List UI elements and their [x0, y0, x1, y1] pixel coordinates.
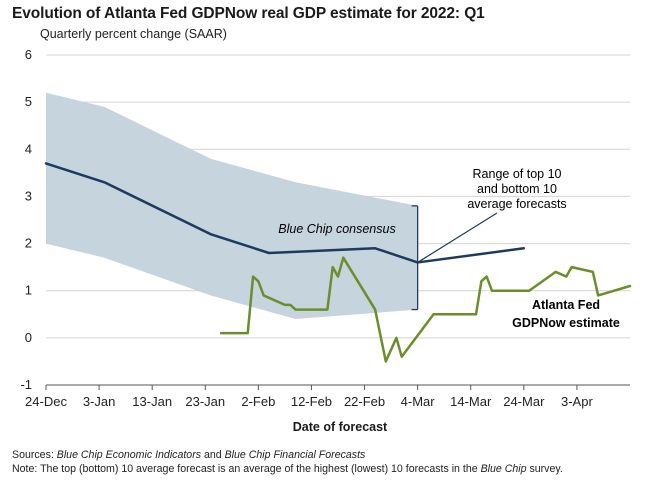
note-text-1: The top (bottom) 10 average forecast is … [37, 463, 481, 475]
x-tick-label: 13-Jan [132, 394, 172, 409]
x-tick-label: 4-Mar [401, 394, 436, 409]
x-tick-label: 12-Feb [291, 394, 332, 409]
sources-text-2: and [201, 449, 225, 461]
x-tick-label: 23-Jan [185, 394, 225, 409]
annotation-layer: Blue Chip consensus Range of top 10 and … [278, 167, 620, 434]
x-tick-label: 14-Mar [450, 394, 492, 409]
footer-sources: Sources: Blue Chip Economic Indicators a… [12, 449, 365, 461]
note-text-2: Blue Chip [480, 463, 527, 475]
chart-title: Evolution of Atlanta Fed GDPNow real GDP… [12, 5, 485, 22]
annotation-range-line-1: Range of top 10 [473, 167, 562, 181]
range-leader-line [417, 212, 498, 263]
series-line-gdpnow-estimate [219, 256, 632, 363]
sources-label: Sources: [12, 449, 54, 461]
x-tick-label: 22-Feb [344, 394, 385, 409]
footer-note: Note: The top (bottom) 10 average foreca… [12, 463, 563, 475]
y-tick-label: 2 [25, 236, 32, 251]
y-tick-label: 4 [25, 141, 32, 156]
chart-subtitle: Quarterly percent change (SAAR) [40, 27, 227, 41]
forecast-range-layer [46, 92, 418, 319]
y-tick-label: 5 [25, 94, 32, 109]
annotation-gdpnow-line-1: Atlanta Fed [532, 298, 600, 312]
note-label: Note: [12, 463, 38, 475]
y-tick-label: 3 [25, 188, 32, 203]
x-tick-label: 2-Feb [241, 394, 275, 409]
y-tick-label: 6 [25, 47, 32, 62]
annotation-gdpnow-line-2: GDPNow estimate [512, 316, 620, 330]
x-axis-label: Date of forecast [293, 420, 388, 434]
y-tick-label: 0 [25, 330, 32, 345]
annotation-range-line-2: and bottom 10 [477, 182, 557, 196]
sources-text-1: Blue Chip Economic Indicators [56, 449, 202, 461]
y-tick-label: -1 [20, 377, 32, 392]
note-text-3: survey. [526, 463, 563, 475]
annotation-range-line-3: average forecasts [467, 197, 566, 211]
x-tick-label: 3-Jan [83, 394, 116, 409]
x-tick-label: 3-Apr [561, 394, 593, 409]
y-tick-label: 1 [25, 283, 32, 298]
axis-layer: -1 0 1 2 3 4 5 6 24-Dec 3-Jan 13-Jan 23-Jan 2-Feb 12-… [20, 47, 630, 409]
x-tick-label: 24-Dec [25, 394, 67, 409]
x-tick-label: 24-Mar [503, 394, 545, 409]
sources-text-3: Blue Chip Financial Forecasts [224, 449, 366, 461]
annotation-blue-chip-consensus: Blue Chip consensus [278, 222, 395, 236]
forecast-range-band [46, 92, 418, 319]
